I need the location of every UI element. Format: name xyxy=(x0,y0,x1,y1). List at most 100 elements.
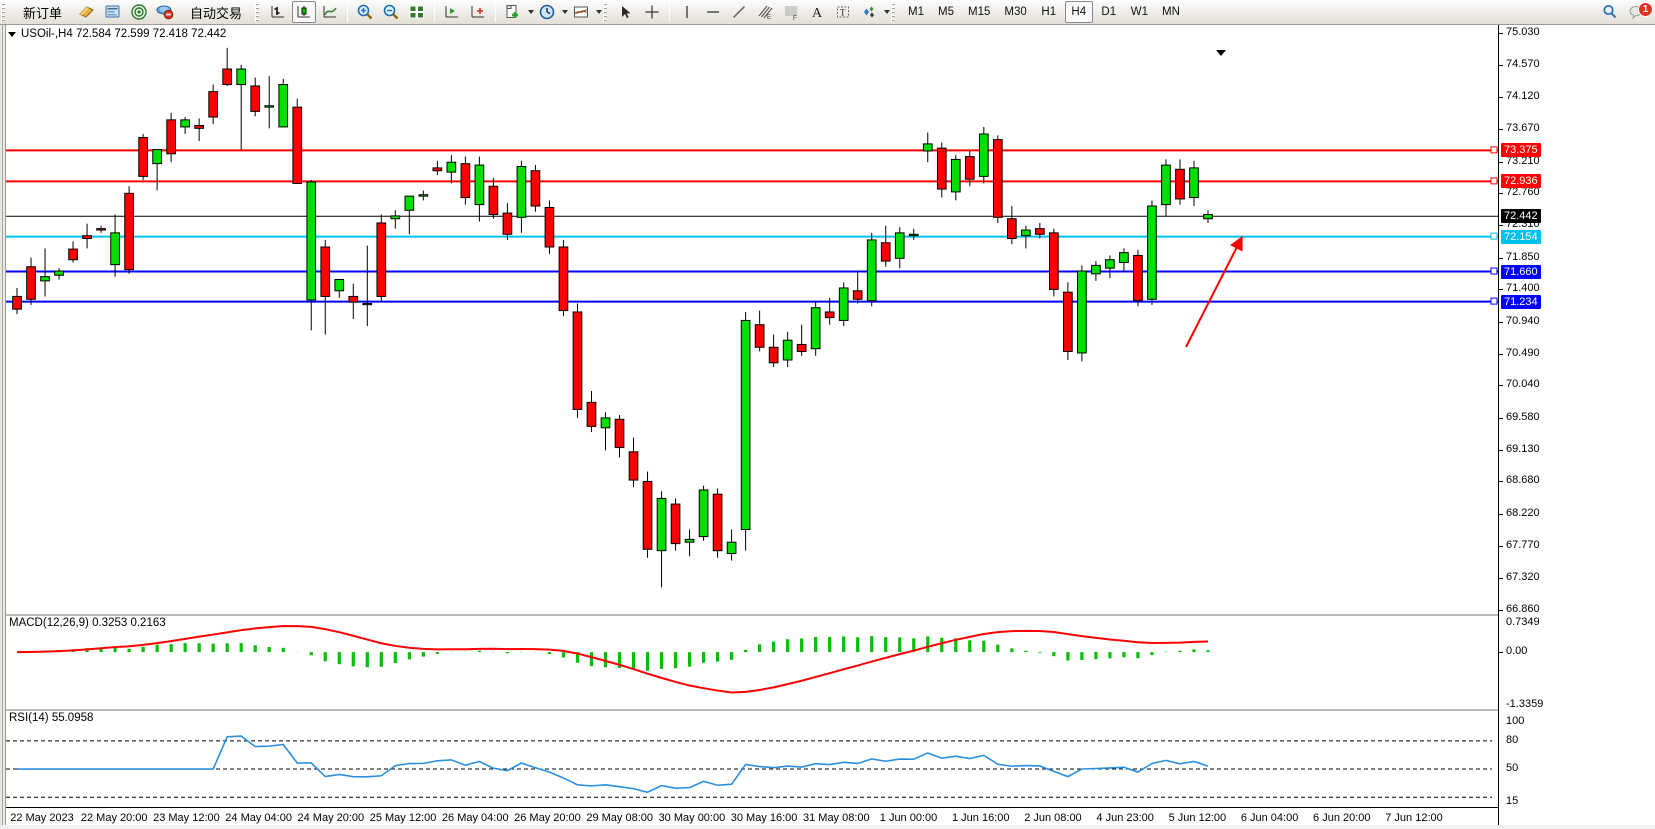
price-macd-divider[interactable] xyxy=(6,614,1655,616)
candlestick xyxy=(516,160,527,233)
toolbar-grip-2[interactable] xyxy=(255,2,263,22)
timeframe-h4[interactable]: H4 xyxy=(1064,1,1093,23)
indicators-icon[interactable] xyxy=(501,1,525,23)
candlestick xyxy=(1105,255,1115,279)
price-axis-tick xyxy=(1499,353,1503,355)
auto-scroll-icon[interactable] xyxy=(466,1,490,23)
chart-window[interactable]: USOil-,H4 72.584 72.599 72.418 72.442 MA… xyxy=(0,25,1655,829)
candlestick xyxy=(684,529,695,557)
level-line-handle[interactable] xyxy=(1490,146,1498,154)
price-tag-last-price-line[interactable]: 72.442 xyxy=(1501,209,1541,224)
alerts-icon[interactable]: 1 xyxy=(1624,1,1654,23)
price-axis-label: 74.120 xyxy=(1506,90,1540,103)
time-axis[interactable]: 22 May 2023 22 May 20:00 23 May 12:00 24 Ma… xyxy=(6,807,1498,829)
time-axis-label: 7 Jun 12:00 xyxy=(1385,812,1443,824)
zoom-in-icon[interactable] xyxy=(353,1,377,23)
timeframe-m30[interactable]: M30 xyxy=(1004,6,1027,18)
candlestick xyxy=(978,126,989,184)
templates-dropdown-arrow[interactable] xyxy=(596,10,603,14)
objects-icon[interactable] xyxy=(857,1,881,23)
terminal-icon[interactable] xyxy=(101,1,125,23)
candlestick xyxy=(614,415,625,458)
candlestick xyxy=(208,84,219,125)
signals-icon[interactable] xyxy=(127,1,151,23)
time-axis-label: 4 Jun 23:00 xyxy=(1096,812,1154,824)
macd-axis-tick xyxy=(1499,652,1503,654)
candlestick xyxy=(1077,265,1087,362)
time-axis-label: 24 May 20:00 xyxy=(297,812,365,824)
price-tag-support-line[interactable]: 71.660 xyxy=(1501,264,1541,279)
bar-chart-icon[interactable] xyxy=(266,1,290,23)
macd-pane-plot xyxy=(16,625,1210,694)
price-tag-resistance-line[interactable]: 73.375 xyxy=(1501,143,1541,158)
candlestick xyxy=(446,155,457,184)
objects-dropdown-arrow[interactable] xyxy=(884,10,891,14)
level-line-handle[interactable] xyxy=(1490,232,1498,240)
level-line-handle[interactable] xyxy=(1490,297,1498,305)
toolbar-grip-1[interactable] xyxy=(1,2,8,22)
autotrading-button[interactable]: 自动交易 xyxy=(179,1,253,23)
chart-shift-icon[interactable] xyxy=(440,1,464,23)
price-tag-pivot-line[interactable]: 72.154 xyxy=(1501,229,1541,244)
price-axis-label: 73.670 xyxy=(1506,122,1540,135)
rsi-axis-label: 80 xyxy=(1506,733,1519,746)
timeframe-m1[interactable]: M1 xyxy=(908,6,925,18)
price-axis-tick xyxy=(1499,97,1503,99)
periods-dropdown-arrow[interactable] xyxy=(562,10,569,14)
line-chart-icon[interactable] xyxy=(318,1,342,23)
price-axis-label: 67.320 xyxy=(1506,570,1540,583)
candlestick xyxy=(712,488,723,558)
candlestick xyxy=(572,303,583,418)
horizontal-line-icon[interactable] xyxy=(701,1,725,23)
metaeditor-icon[interactable] xyxy=(75,1,99,23)
autotrading-icon[interactable] xyxy=(153,1,177,23)
price-axis[interactable]: 75.030 74.570 74.120 73.670 73.210 72.760 72.3… xyxy=(1498,25,1655,829)
price-axis-label: 74.570 xyxy=(1506,58,1540,71)
zoom-out-icon[interactable] xyxy=(379,1,403,23)
timeframe-m15[interactable]: M15 xyxy=(968,6,991,18)
indicators-dropdown-arrow[interactable] xyxy=(528,10,535,14)
timeframe-m5[interactable]: M5 xyxy=(938,6,955,18)
chart-left-scrollrail[interactable] xyxy=(0,25,6,829)
svg-text:F: F xyxy=(793,16,797,21)
new-order-button[interactable]: 新订单 xyxy=(12,1,73,23)
text-label-icon[interactable]: T xyxy=(831,1,855,23)
chart-collapse-caret-icon[interactable] xyxy=(8,31,16,37)
trendline-icon[interactable] xyxy=(727,1,751,23)
timeframe-mn[interactable]: MN xyxy=(1162,6,1180,18)
periods-icon[interactable] xyxy=(535,1,559,23)
time-axis-label: 24 May 04:00 xyxy=(225,812,292,824)
tile-windows-icon[interactable] xyxy=(405,1,429,23)
macd-pane-label: MACD(12,26,9) 0.3253 0.2163 xyxy=(9,617,166,629)
candlestick-chart-icon[interactable] xyxy=(292,1,317,23)
level-line-handle[interactable] xyxy=(1490,177,1498,185)
time-axis-label: 25 May 12:00 xyxy=(369,812,437,824)
macd-rsi-divider[interactable] xyxy=(6,709,1655,711)
toolbar-grip-3[interactable] xyxy=(603,2,611,22)
timeframe-h1[interactable]: H1 xyxy=(1041,6,1057,18)
timeframe-w1[interactable]: W1 xyxy=(1130,6,1149,18)
price-tag-support-line[interactable]: 71.234 xyxy=(1501,294,1541,309)
templates-icon[interactable] xyxy=(569,1,593,23)
alert-count-badge: 1 xyxy=(1638,2,1653,17)
search-icon[interactable] xyxy=(1598,1,1622,23)
candlestick xyxy=(404,195,415,235)
candlestick xyxy=(824,297,835,325)
vertical-line-icon[interactable] xyxy=(675,1,699,23)
cursor-icon[interactable] xyxy=(614,1,638,23)
price-tag-resistance-line[interactable]: 72.936 xyxy=(1501,174,1541,189)
text-icon[interactable]: A xyxy=(805,1,829,23)
candlestick xyxy=(852,271,863,304)
toolbar-grip-4[interactable] xyxy=(891,2,899,22)
candlestick xyxy=(782,331,793,368)
candlestick xyxy=(1035,222,1045,239)
candlestick xyxy=(754,310,765,352)
equidistant-channel-icon[interactable]: E xyxy=(753,1,777,23)
level-line-handle[interactable] xyxy=(1490,267,1498,275)
macd-signal-line xyxy=(16,625,1209,694)
candlestick xyxy=(1119,248,1129,273)
crosshair-icon[interactable] xyxy=(640,1,664,23)
timeframe-d1[interactable]: D1 xyxy=(1101,6,1117,18)
candlestick xyxy=(656,491,667,588)
fibonacci-icon[interactable]: F xyxy=(779,1,803,23)
